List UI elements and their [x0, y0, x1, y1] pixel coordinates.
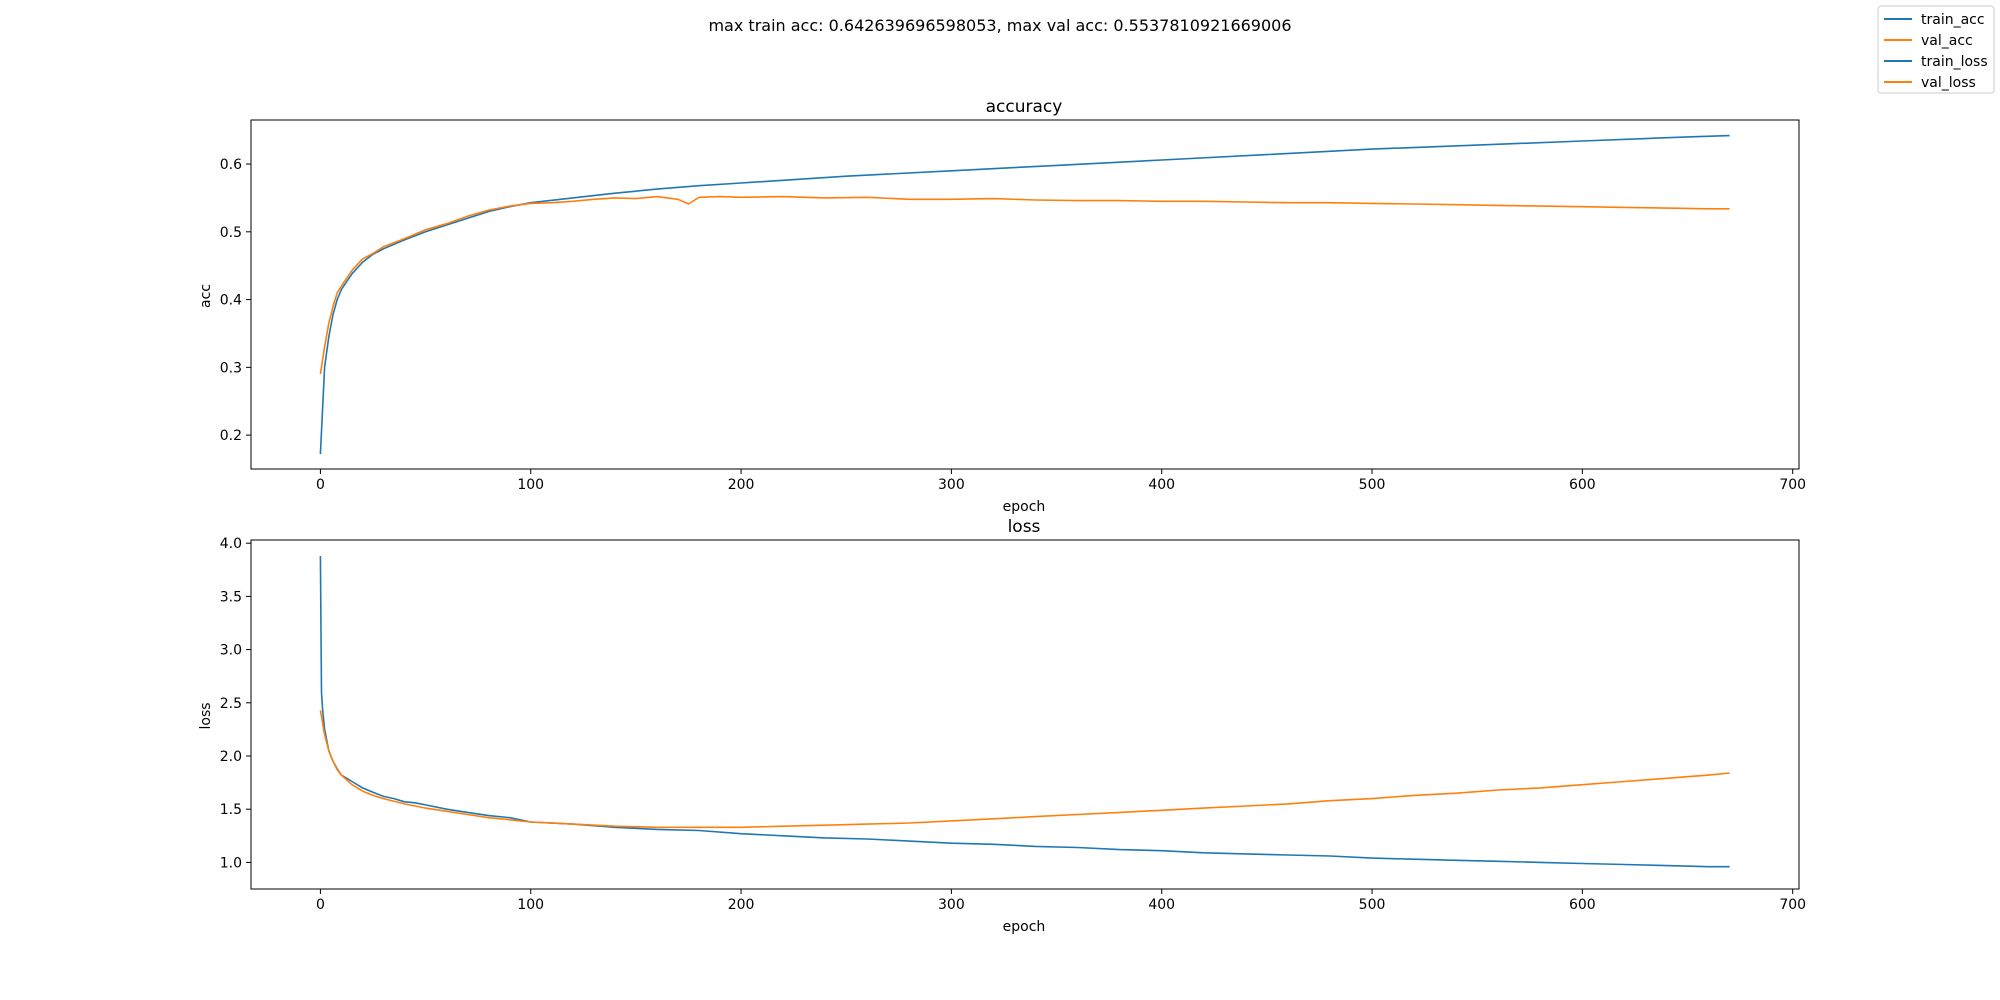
series-line-train-loss	[319, 555, 1730, 868]
series-line-train-acc	[319, 134, 1730, 455]
accuracy-plot-lines	[319, 134, 1730, 455]
accuracy-ytick-label: 0.4	[220, 293, 242, 309]
loss-subplot: loss epoch loss 0 100 200 300 400 500 600 700 1.…	[198, 517, 1806, 935]
accuracy-xtick-label: 200	[728, 477, 755, 493]
loss-axis-ticks: 0 100 200 300 400 500 600 700 1.0 1.5 2.0 2.5 3.0 3.5…	[220, 536, 1806, 913]
accuracy-ytick-label: 0.2	[220, 428, 242, 444]
legend-label-val-loss: val_loss	[1921, 75, 1976, 91]
loss-xtick-label: 200	[728, 897, 755, 913]
legend-entry-train-loss: train_loss	[1884, 54, 1988, 70]
accuracy-axes-frame	[250, 119, 1800, 470]
accuracy-axis-ticks: 0 100 200 300 400 500 600 700 0.2 0.3 0.4 0.5 0.6	[220, 157, 1806, 493]
accuracy-xtick-label: 700	[1779, 477, 1806, 493]
legend-label-train-acc: train_acc	[1921, 12, 1985, 28]
accuracy-xlabel: epoch	[1003, 499, 1046, 515]
accuracy-title: accuracy	[986, 97, 1063, 117]
legend-entry-val-loss: val_loss	[1884, 75, 1976, 91]
figure-legend: train_acc val_acc train_loss val_loss	[1877, 5, 1995, 94]
legend-box	[1877, 5, 1995, 94]
loss-ytick-label: 4.0	[220, 536, 242, 552]
loss-xtick-label: 100	[517, 897, 544, 913]
legend-entry-train-acc: train_acc	[1884, 12, 1985, 28]
loss-ytick-label: 2.5	[220, 696, 242, 712]
loss-ytick-label: 1.0	[220, 855, 242, 871]
accuracy-ylabel: acc	[198, 284, 214, 308]
accuracy-ytick-label: 0.6	[220, 157, 242, 173]
legend-label-val-acc: val_acc	[1921, 33, 1973, 49]
loss-ytick-label: 3.0	[220, 643, 242, 659]
loss-ylabel: loss	[198, 702, 214, 729]
loss-ytick-label: 2.0	[220, 749, 242, 765]
loss-plot-lines	[319, 555, 1730, 868]
loss-xtick-label: 400	[1148, 897, 1175, 913]
loss-xtick-label: 300	[938, 897, 965, 913]
loss-title: loss	[1008, 517, 1041, 537]
accuracy-xtick-label: 500	[1359, 477, 1386, 493]
figure-suptitle: max train acc: 0.642639696598053, max va…	[708, 16, 1291, 35]
accuracy-xtick-label: 0	[316, 477, 325, 493]
loss-xtick-label: 700	[1779, 897, 1806, 913]
loss-xtick-label: 500	[1359, 897, 1386, 913]
loss-ytick-label: 1.5	[220, 802, 242, 818]
series-line-val-loss	[319, 710, 1730, 829]
accuracy-xtick-label: 600	[1569, 477, 1596, 493]
accuracy-subplot: accuracy epoch acc 0 100 200 300 400 500 600 70…	[198, 97, 1806, 515]
loss-xtick-label: 600	[1569, 897, 1596, 913]
accuracy-xtick-label: 400	[1148, 477, 1175, 493]
loss-ytick-label: 3.5	[220, 589, 242, 605]
loss-axes-frame	[250, 539, 1800, 890]
series-line-val-acc	[319, 195, 1730, 375]
legend-entry-val-acc: val_acc	[1884, 33, 1973, 49]
accuracy-ytick-label: 0.3	[220, 360, 242, 376]
loss-xlabel: epoch	[1003, 919, 1046, 935]
accuracy-ytick-label: 0.5	[220, 225, 242, 241]
accuracy-xtick-label: 300	[938, 477, 965, 493]
accuracy-xtick-label: 100	[517, 477, 544, 493]
loss-xtick-label: 0	[316, 897, 325, 913]
legend-label-train-loss: train_loss	[1921, 54, 1988, 70]
